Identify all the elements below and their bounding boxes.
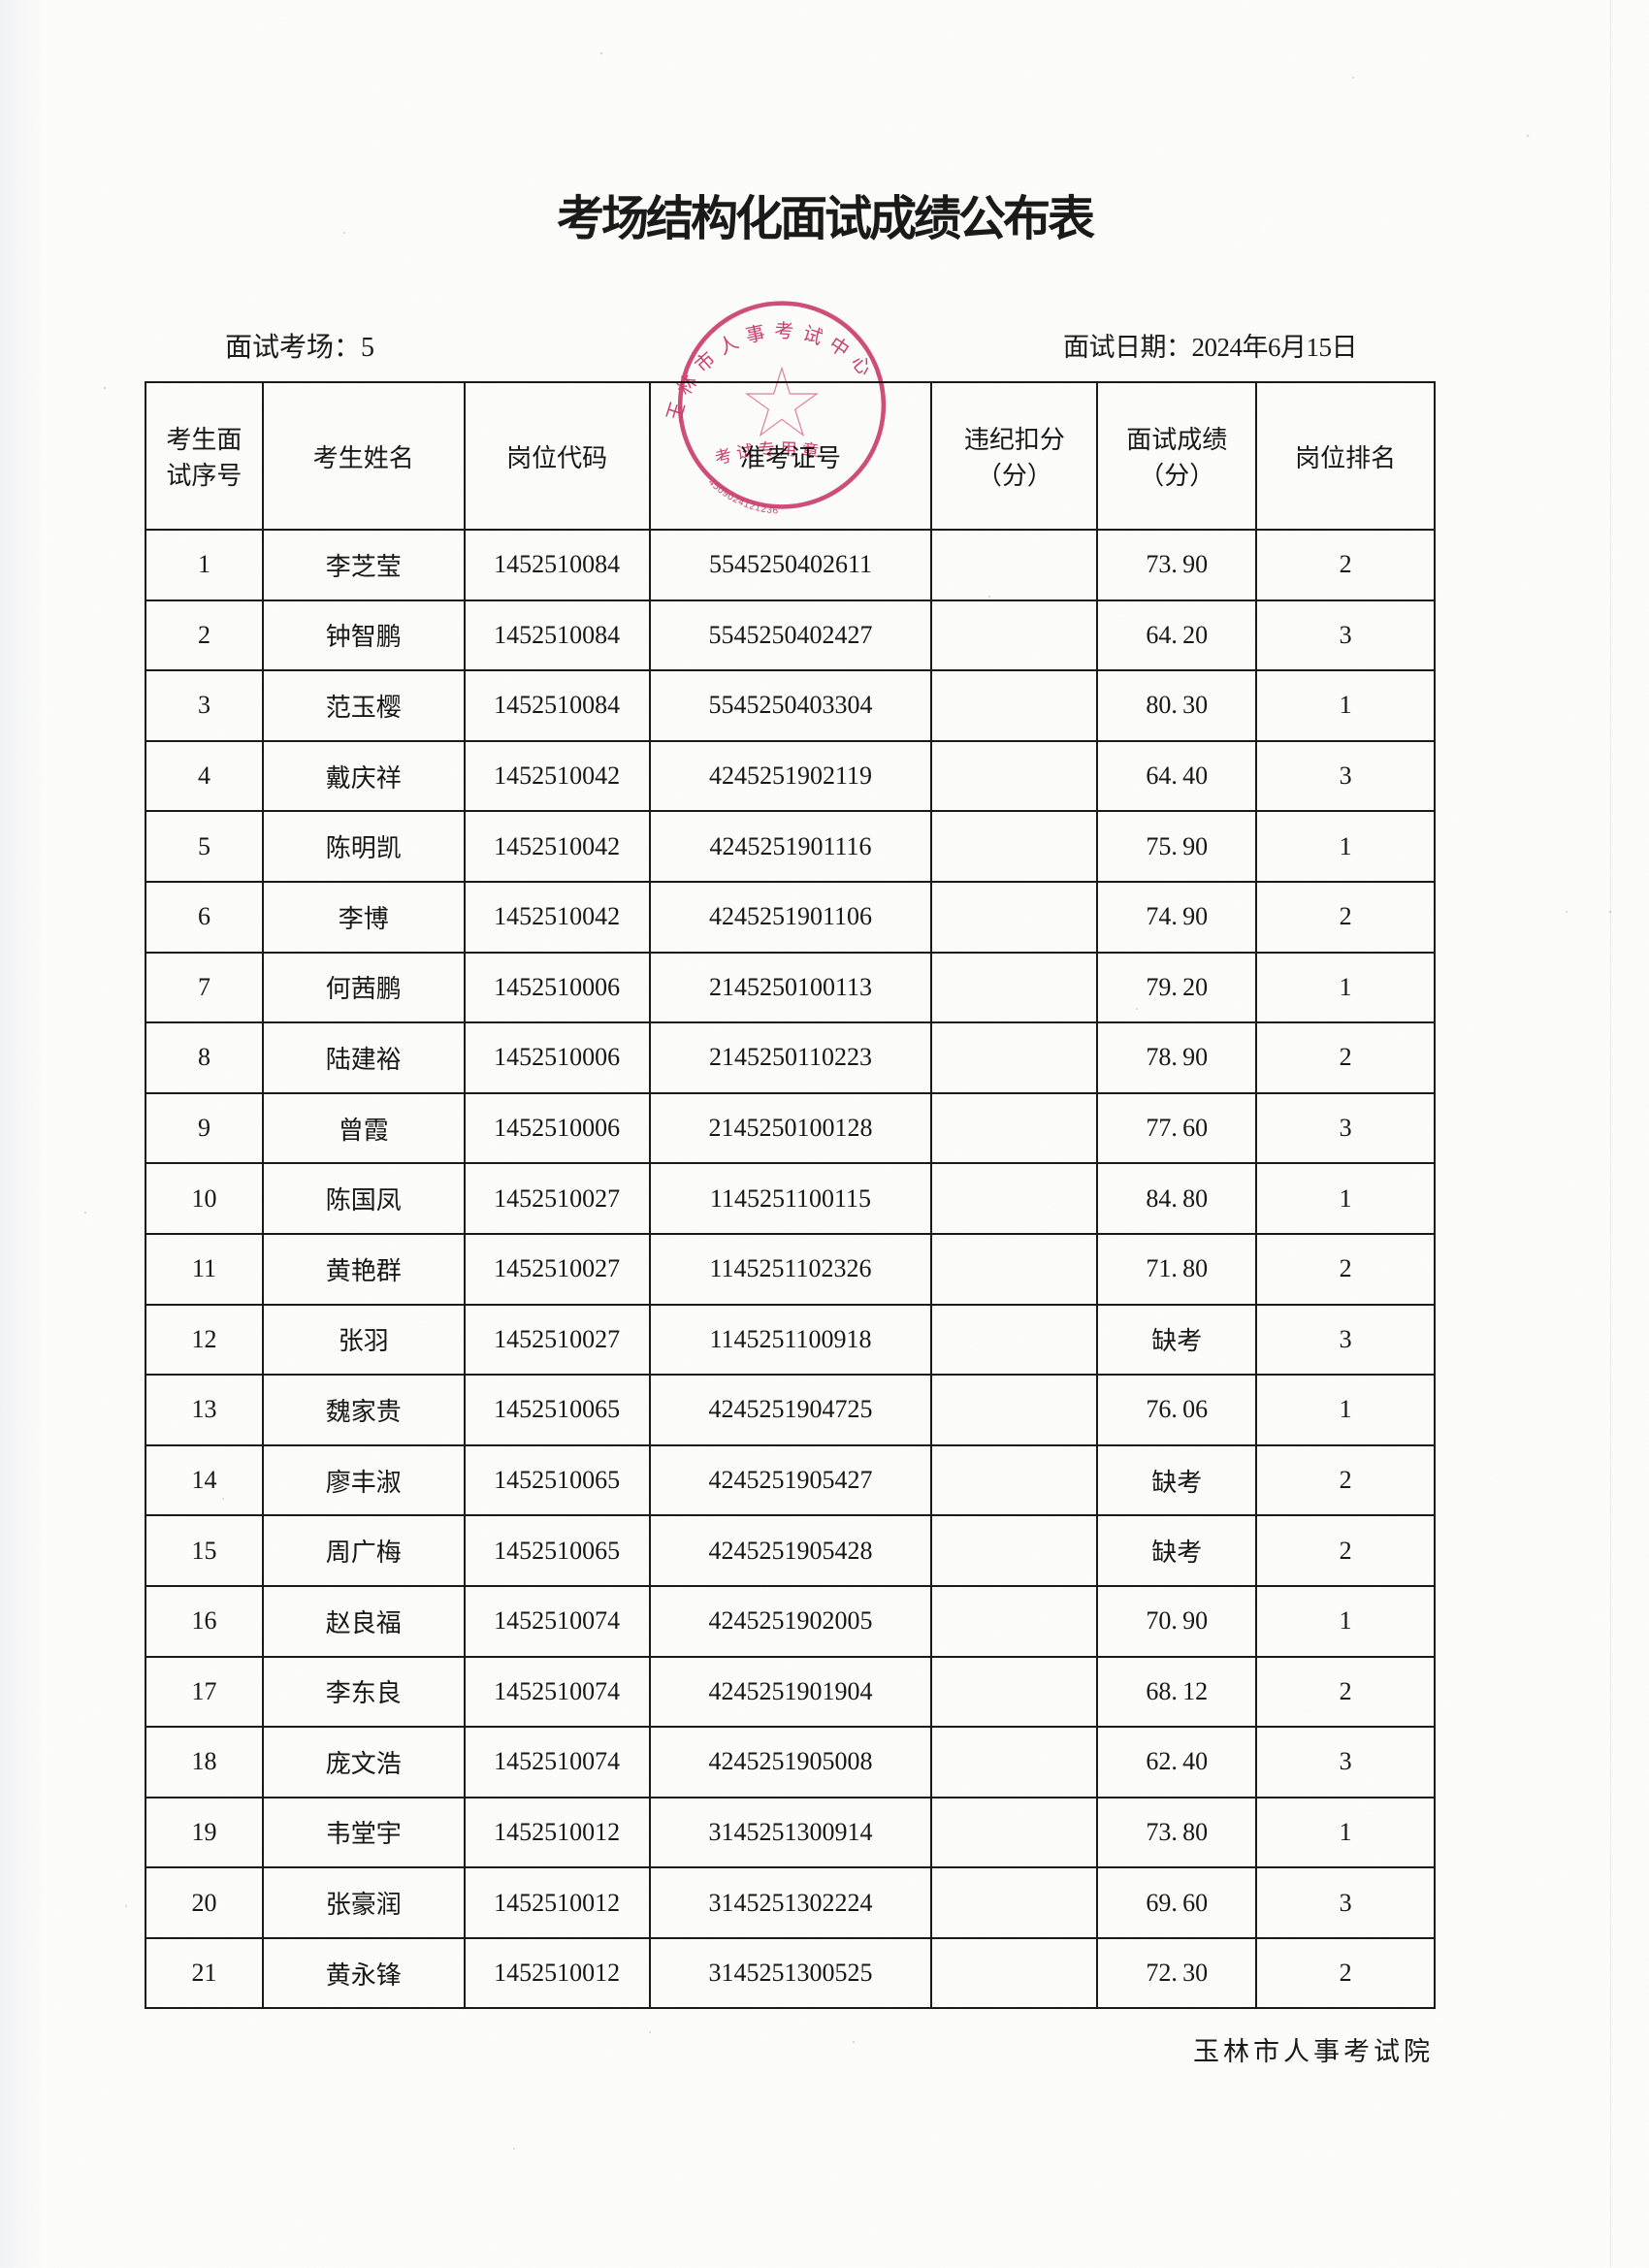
svg-text:玉林市人事考试中心: 玉林市人事考试中心	[663, 320, 881, 424]
svg-text:考试专用章: 考试专用章	[713, 439, 824, 469]
